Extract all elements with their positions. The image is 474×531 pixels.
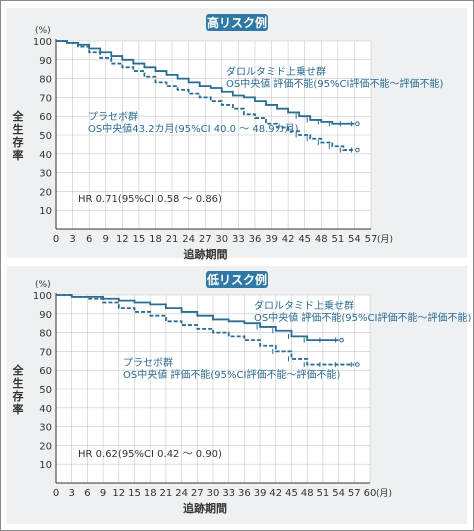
x-tick-label-high-risk: 33 (232, 234, 245, 245)
x-tick-label-low-risk: 12 (112, 488, 125, 499)
x-tick-label-low-risk: 36 (238, 488, 251, 499)
y-tick-label-low-risk: 80 (39, 329, 52, 340)
x-tick-label-low-risk: 15 (128, 488, 141, 499)
y-axis-title-char-low-risk: 生 (13, 376, 24, 390)
x-axis-title-high-risk: 追跡期間 (184, 247, 228, 261)
chart-title-badge-low-risk (206, 271, 268, 288)
annotation-darolutamide-label-low-risk: ダロルタミド上乗せ群 (254, 299, 354, 312)
x-tick-label-low-risk: 9 (100, 488, 106, 499)
x-tick-label-high-risk: 21 (166, 234, 179, 245)
x-tick-label-low-risk: 57 (348, 488, 361, 499)
y-tick-label-low-risk: 20 (39, 441, 52, 452)
x-tick-label-low-risk: 24 (175, 488, 188, 499)
x-tick-label-high-risk: 48 (315, 234, 328, 245)
y-tick-label-high-risk: 100 (33, 37, 52, 48)
x-tick-label-high-risk: 15 (133, 234, 146, 245)
x-tick-label-high-risk: 9 (103, 234, 109, 245)
hazard-ratio-high-risk: HR 0.71(95%CI 0.58 ～ 0.86) (78, 194, 222, 205)
annotation-darolutamide-label-high-risk: ダロルタミド上乗せ群 (226, 65, 326, 78)
chart-title-high-risk: 高リスク例 (207, 15, 267, 30)
y-axis-title-char-low-risk: 率 (13, 402, 24, 416)
y-tick-label-high-risk: 70 (39, 93, 52, 104)
x-tick-label-high-risk: 27 (199, 234, 212, 245)
x-tick-label-high-risk: 51 (331, 234, 344, 245)
y-axis-title-char-high-risk: 率 (13, 148, 24, 162)
y-tick-label-high-risk: 40 (39, 150, 52, 161)
y-axis-title-char-high-risk: 全 (12, 109, 25, 123)
y-tick-label-high-risk: 60 (39, 112, 52, 123)
y-tick-label-low-risk: 70 (39, 347, 52, 358)
x-tick-label-low-risk: 33 (222, 488, 235, 499)
annotation-placebo-label-low-risk: プラセボ群 (123, 356, 173, 369)
annotation-placebo-os-low-risk: OS中央値 評価不能(95%CI評価不能～評価不能) (123, 368, 340, 381)
annotation-placebo-label-high-risk: プラセボ群 (88, 110, 138, 123)
km-curve-placebo-low-risk (56, 294, 355, 366)
y-tick-label-high-risk: 30 (39, 169, 52, 180)
y-tick-label-low-risk: 40 (39, 404, 52, 415)
x-tick-label-high-risk: 3 (69, 234, 75, 245)
hazard-ratio-low-risk: HR 0.62(95%CI 0.42 ～ 0.90) (78, 449, 222, 460)
x-tick-label-high-risk: 54 (348, 234, 361, 245)
x-tick-label-low-risk: 18 (144, 488, 157, 499)
x-tick-label-low-risk: 27 (191, 488, 204, 499)
x-tick-label-high-risk: 45 (298, 234, 311, 245)
x-tick-label-high-risk: 12 (116, 234, 129, 245)
km-curve-placebo-high-risk (56, 40, 355, 151)
x-tick-label-low-risk: 42 (269, 488, 282, 499)
x-tick-label-low-risk: 48 (301, 488, 314, 499)
x-tick-label-high-risk: 0 (53, 234, 59, 245)
y-tick-label-low-risk: 90 (39, 310, 52, 321)
y-axis-title-char-high-risk: 存 (13, 135, 24, 149)
x-tick-label-high-risk: 42 (282, 234, 295, 245)
x-tick-label-low-risk: 45 (285, 488, 298, 499)
x-unit-label-high-risk: (月) (377, 234, 393, 245)
y-tick-label-high-risk: 50 (39, 131, 52, 142)
y-axis-title-char-high-risk: 生 (13, 122, 24, 136)
km-curve-darolutamide-high-risk (56, 40, 355, 125)
x-tick-label-low-risk: 51 (317, 488, 330, 499)
y-tick-label-high-risk: 10 (39, 206, 52, 217)
x-tick-label-high-risk: 39 (265, 234, 278, 245)
x-tick-label-low-risk: 39 (254, 488, 267, 499)
y-tick-label-low-risk: 100 (33, 291, 52, 302)
y-tick-label-high-risk: 20 (39, 187, 52, 198)
y-tick-label-low-risk: 30 (39, 423, 52, 434)
x-tick-label-low-risk: 3 (69, 488, 75, 499)
annotation-placebo-os-high-risk: OS中央値43.2カ月(95%CI 40.0 ～ 48.9カ月) (88, 122, 299, 135)
annotation-darolutamide-os-low-risk: OS中央値 評価不能(95%CI評価不能～評価不能) (254, 311, 471, 324)
x-tick-label-low-risk: 30 (207, 488, 220, 499)
x-tick-label-low-risk: 54 (332, 488, 345, 499)
y-tick-label-high-risk: 80 (39, 75, 52, 86)
curve-end-marker-high-risk (355, 121, 360, 127)
x-tick-label-low-risk: 6 (84, 488, 90, 499)
chart-title-badge-high-risk (206, 14, 268, 31)
y-tick-label-low-risk: 50 (39, 385, 52, 396)
y-tick-label-low-risk: 10 (39, 460, 52, 471)
x-tick-label-low-risk: 60 (364, 488, 377, 499)
curve-end-marker-low-risk (355, 362, 360, 367)
y-unit-label-high-risk: (%) (35, 26, 51, 36)
y-tick-label-low-risk: 60 (39, 366, 52, 377)
curve-end-marker-high-risk (355, 147, 360, 153)
y-axis-title-char-low-risk: 全 (12, 363, 25, 377)
y-unit-label-low-risk: (%) (35, 280, 51, 290)
x-tick-label-high-risk: 18 (149, 234, 162, 245)
y-tick-label-high-risk: 90 (39, 56, 52, 67)
annotation-darolutamide-os-high-risk: OS中央値 評価不能(95%CI評価不能～評価不能) (226, 77, 443, 90)
x-tick-label-high-risk: 57 (365, 234, 378, 245)
x-tick-label-high-risk: 24 (182, 234, 195, 245)
y-axis-title-char-low-risk: 存 (13, 389, 24, 403)
x-unit-label-low-risk: (月) (376, 488, 392, 499)
x-tick-label-high-risk: 6 (86, 234, 92, 245)
x-tick-label-high-risk: 30 (215, 234, 228, 245)
km-curve-darolutamide-low-risk (56, 294, 339, 342)
curve-end-marker-low-risk (339, 337, 344, 343)
x-tick-label-low-risk: 21 (160, 488, 173, 499)
x-tick-label-low-risk: 0 (53, 488, 59, 499)
chart-title-low-risk: 低リスク例 (206, 272, 267, 287)
x-tick-label-high-risk: 36 (249, 234, 262, 245)
x-axis-title-low-risk: 追跡期間 (183, 501, 227, 515)
